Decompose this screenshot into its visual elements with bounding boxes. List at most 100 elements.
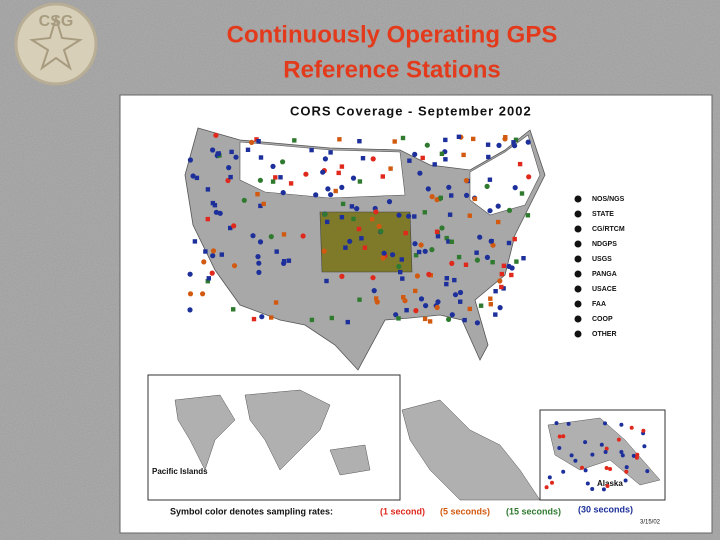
station (583, 468, 588, 473)
station (250, 233, 256, 239)
map-panel: CORS Coverage - September 2002 Pacific I… (119, 94, 713, 534)
station (203, 249, 208, 254)
station (619, 450, 624, 454)
station (449, 239, 454, 244)
station (623, 478, 628, 483)
station (477, 234, 483, 240)
station (502, 136, 508, 142)
station (245, 147, 251, 152)
title-line: Reference Stations (283, 56, 500, 83)
station (402, 298, 408, 304)
logo: CSG (14, 2, 98, 86)
station (583, 440, 588, 445)
station (432, 162, 437, 167)
date: 3/15/02 (640, 520, 661, 526)
station (378, 228, 384, 234)
station (429, 247, 435, 253)
station (463, 262, 469, 267)
station (321, 248, 327, 254)
station (444, 281, 449, 287)
station (231, 223, 237, 229)
station (257, 239, 264, 245)
legend-symbol (574, 210, 582, 218)
station (422, 316, 428, 322)
caption: Symbol color denotes sampling rates: (170, 506, 333, 516)
legend-label: USGS (592, 256, 612, 263)
station (412, 214, 417, 219)
station (400, 276, 405, 281)
station (434, 197, 440, 203)
station (343, 245, 348, 250)
station (339, 184, 345, 190)
rate-label: (1 second) (380, 506, 425, 516)
station (496, 219, 501, 225)
station (388, 166, 393, 171)
station (484, 183, 490, 189)
station (444, 276, 449, 281)
station (495, 203, 501, 209)
station (403, 230, 408, 236)
legend-label: NDGPS (592, 241, 617, 248)
station (511, 140, 516, 145)
station (380, 174, 385, 179)
station (488, 302, 493, 307)
station (251, 316, 257, 322)
station (484, 254, 490, 260)
station (525, 213, 531, 218)
station (300, 233, 306, 239)
station (390, 252, 396, 258)
station (462, 317, 467, 323)
station (573, 458, 578, 463)
station (423, 303, 429, 309)
station (624, 465, 629, 470)
legend-label: CG/RTCM (592, 226, 625, 233)
station (210, 147, 216, 153)
station (320, 169, 326, 175)
station (645, 469, 650, 474)
station (345, 319, 350, 325)
station (328, 150, 333, 155)
station (233, 154, 239, 160)
station (339, 215, 345, 220)
station (360, 156, 366, 161)
station (590, 487, 595, 491)
station (514, 259, 519, 264)
station (467, 213, 472, 218)
station (210, 253, 216, 259)
title-line: Continuously Operating GPS (227, 21, 558, 48)
station (333, 188, 338, 194)
station (497, 278, 503, 284)
legend-symbol (574, 255, 582, 263)
station (209, 270, 215, 276)
station (501, 263, 507, 268)
station (205, 216, 210, 222)
station (426, 271, 432, 277)
station (258, 203, 263, 209)
station (280, 190, 286, 196)
station (273, 300, 279, 305)
station (362, 245, 368, 250)
station (435, 299, 441, 305)
station (422, 248, 428, 254)
station (249, 139, 255, 145)
map-title: CORS Coverage - September 2002 (290, 103, 532, 118)
station (604, 446, 609, 451)
station (420, 155, 425, 161)
station (257, 177, 263, 183)
rate-label: (5 seconds) (440, 506, 490, 516)
station (418, 296, 425, 302)
station (337, 137, 342, 142)
station (452, 277, 457, 283)
station (608, 467, 613, 471)
station (357, 139, 362, 144)
station (187, 307, 193, 313)
caribbean-map (401, 399, 541, 501)
station (629, 425, 634, 430)
station (580, 465, 584, 470)
station (463, 177, 469, 184)
station (526, 174, 532, 180)
station (603, 421, 607, 426)
station (359, 236, 364, 241)
station (443, 137, 448, 143)
station (413, 253, 419, 258)
